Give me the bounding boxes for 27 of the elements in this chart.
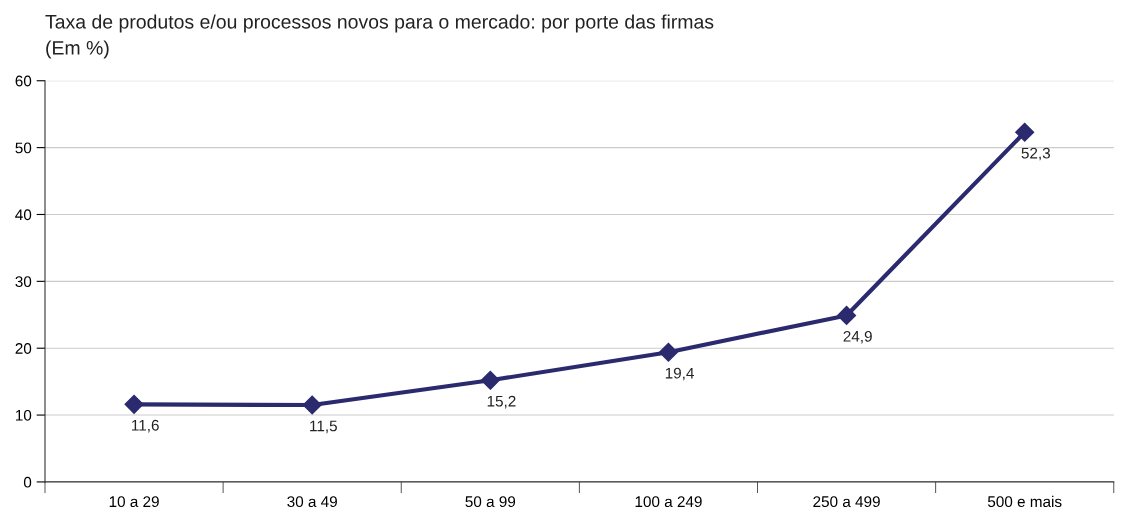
point — [480, 370, 500, 390]
point — [658, 342, 678, 362]
data-label: 19,4 — [665, 367, 694, 381]
x-tick-label: 10 a 29 — [109, 496, 159, 508]
data-label: 11,6 — [132, 419, 159, 433]
point — [837, 305, 857, 325]
y-tick-label: 0 — [23, 476, 32, 488]
data-label: 52,3 — [1021, 147, 1050, 161]
y-tick-label: 10 — [15, 409, 32, 421]
chart-title: Taxa de produtos e/ou processos novos para o mercado: por porte das firmas — [45, 14, 714, 33]
y-tick-label: 20 — [15, 343, 32, 354]
chart-subtitle: (Em %) — [46, 40, 109, 59]
data-label: 11,5 — [310, 420, 337, 434]
data-label: 15,2 — [487, 395, 516, 409]
y-tick-label: 40 — [15, 209, 32, 221]
data-label: 24,9 — [843, 330, 872, 344]
x-tick-label: 250 a 499 — [813, 496, 880, 508]
point — [124, 394, 144, 414]
x-tick-label: 30 a 49 — [287, 496, 337, 508]
point — [302, 395, 322, 415]
x-tick-label: 500 e mais — [987, 495, 1062, 508]
y-tick-label: 30 — [15, 276, 32, 288]
y-tick-label: 50 — [15, 142, 32, 154]
point — [1015, 122, 1035, 142]
y-tick-label: 60 — [15, 75, 32, 87]
x-tick-label: 100 a 249 — [635, 496, 702, 508]
x-tick-label: 50 a 99 — [465, 496, 516, 508]
